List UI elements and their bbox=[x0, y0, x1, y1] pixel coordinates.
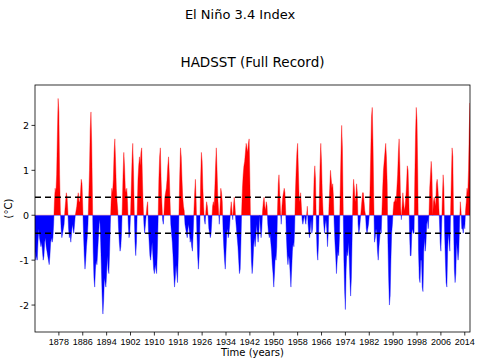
x-tick-label: 1902 bbox=[120, 337, 140, 347]
x-tick-label: 1894 bbox=[97, 337, 117, 347]
x-tick bbox=[417, 332, 418, 336]
y-tick-label: -2 bbox=[20, 300, 29, 311]
x-tick-label: 1926 bbox=[192, 337, 212, 347]
x-tick-label: 1918 bbox=[168, 337, 188, 347]
x-tick bbox=[249, 332, 250, 336]
x-tick-label: 1974 bbox=[335, 337, 355, 347]
title: HADSST (Full Record) bbox=[180, 54, 324, 70]
suptitle: El Niño 3.4 Index bbox=[185, 7, 296, 22]
x-tick bbox=[273, 332, 274, 336]
reference-line bbox=[35, 232, 470, 234]
x-tick bbox=[178, 332, 179, 336]
x-tick bbox=[202, 332, 203, 336]
x-tick bbox=[226, 332, 227, 336]
reference-line bbox=[35, 196, 470, 198]
negative-group bbox=[35, 215, 470, 314]
plot-area bbox=[35, 98, 470, 314]
x-tick-label: 1990 bbox=[383, 337, 403, 347]
x-tick-label: 1942 bbox=[240, 337, 260, 347]
negative-area bbox=[35, 215, 470, 314]
x-tick bbox=[58, 332, 59, 336]
y-tick bbox=[32, 215, 36, 216]
x-tick bbox=[321, 332, 322, 336]
chart: El Niño 3.4 Index HADSST (Full Record) -2 -… bbox=[0, 0, 480, 360]
x-tick-label: 2006 bbox=[431, 337, 451, 347]
x-tick-label: 1966 bbox=[312, 337, 332, 347]
y-tick bbox=[32, 170, 36, 171]
x-tick bbox=[130, 332, 131, 336]
x-tick bbox=[345, 332, 346, 336]
x-tick-label: 1982 bbox=[359, 337, 379, 347]
positive-group bbox=[35, 98, 470, 215]
x-tick bbox=[369, 332, 370, 336]
y-axis-label: (°C) bbox=[3, 199, 14, 219]
y-tick-label: 2 bbox=[23, 120, 29, 131]
y-tick bbox=[32, 260, 36, 261]
x-tick bbox=[82, 332, 83, 336]
y-tick-label: 0 bbox=[23, 210, 29, 221]
x-tick bbox=[440, 332, 441, 336]
y-tick bbox=[32, 125, 36, 126]
x-axis-label: Time (years) bbox=[220, 347, 284, 358]
x-tick-label: 1934 bbox=[216, 337, 236, 347]
x-tick bbox=[106, 332, 107, 336]
y-tick-label: -1 bbox=[20, 255, 29, 266]
x-tick bbox=[464, 332, 465, 336]
positive-area bbox=[35, 98, 470, 215]
x-tick-label: 1950 bbox=[264, 337, 284, 347]
x-tick-label: 1998 bbox=[407, 337, 427, 347]
x-tick bbox=[154, 332, 155, 336]
frame bbox=[35, 85, 470, 332]
x-tick-label: 1910 bbox=[144, 337, 164, 347]
x-tick-label: 2014 bbox=[455, 337, 475, 347]
x-tick bbox=[393, 332, 394, 336]
x-tick-label: 1958 bbox=[288, 337, 308, 347]
x-tick bbox=[297, 332, 298, 336]
y-tick bbox=[32, 305, 36, 306]
x-tick-label: 1886 bbox=[73, 337, 93, 347]
y-tick-label: 1 bbox=[23, 165, 29, 176]
x-tick-label: 1878 bbox=[49, 337, 69, 347]
